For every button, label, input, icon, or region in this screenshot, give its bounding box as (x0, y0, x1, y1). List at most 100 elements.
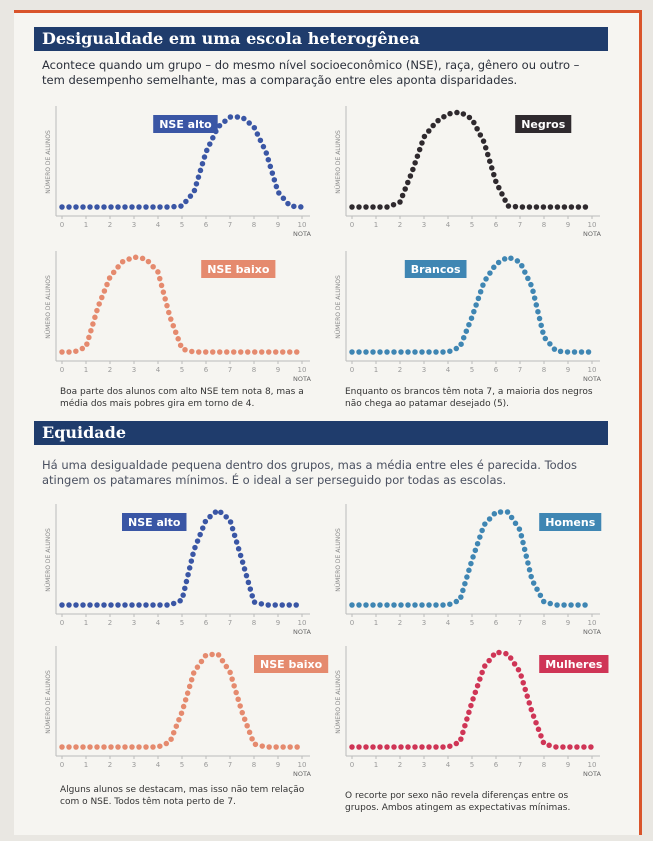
x-tick-label: 1 (374, 366, 378, 374)
x-tick-label: 1 (374, 619, 378, 627)
x-tick-label: 4 (156, 221, 161, 229)
x-axis-label: NOTA (583, 375, 601, 383)
x-tick-label: 7 (518, 619, 522, 627)
x-tick-label: 10 (298, 761, 307, 769)
x-tick-label: 2 (108, 221, 112, 229)
x-tick-label: 0 (350, 366, 354, 374)
x-tick-label: 5 (180, 761, 184, 769)
y-axis-label: NÚMERO DE ALUNOS (45, 670, 52, 734)
x-tick-label: 1 (374, 761, 378, 769)
x-tick-label: 10 (588, 366, 597, 374)
series-label: Homens (545, 516, 596, 529)
x-tick-label: 1 (84, 366, 88, 374)
y-axis-label: NÚMERO DE ALUNOS (45, 528, 52, 592)
x-tick-label: 6 (204, 221, 209, 229)
x-tick-label: 9 (276, 619, 280, 627)
x-tick-label: 3 (422, 366, 426, 374)
x-tick-label: 4 (156, 619, 161, 627)
x-tick-label: 4 (156, 761, 161, 769)
x-tick-label: 5 (470, 366, 474, 374)
x-tick-label: 2 (398, 761, 402, 769)
x-tick-label: 9 (276, 221, 280, 229)
x-tick-label: 4 (446, 761, 451, 769)
caption: O recorte por sexo não revela diferenças… (345, 790, 595, 814)
x-axis-label: NOTA (293, 628, 311, 636)
x-tick-label: 8 (542, 221, 546, 229)
x-tick-label: 9 (276, 761, 280, 769)
x-tick-label: 2 (108, 619, 112, 627)
x-tick-label: 3 (132, 619, 136, 627)
x-tick-label: 2 (108, 761, 112, 769)
y-axis-label: NÚMERO DE ALUNOS (45, 130, 52, 194)
x-tick-label: 0 (60, 366, 64, 374)
x-tick-label: 8 (542, 619, 546, 627)
x-axis-label: NOTA (293, 770, 311, 778)
series-label: NSE alto (128, 516, 181, 529)
x-axis-label: NOTA (293, 375, 311, 383)
section-title: Desigualdade em uma escola heterogênea (34, 27, 608, 51)
section-intro: Há uma desigualdade pequena dentro dos g… (42, 458, 602, 488)
x-tick-label: 10 (298, 366, 307, 374)
x-tick-label: 8 (252, 619, 256, 627)
x-axis-label: NOTA (293, 230, 311, 238)
x-tick-label: 8 (252, 761, 256, 769)
x-tick-label: 10 (588, 761, 597, 769)
caption: Alguns alunos se destacam, mas isso não … (60, 784, 310, 808)
x-tick-label: 2 (108, 366, 112, 374)
series-label: Negros (521, 118, 566, 131)
series-label: NSE alto (159, 118, 212, 131)
x-tick-label: 5 (180, 221, 184, 229)
x-tick-label: 9 (566, 221, 570, 229)
x-tick-label: 7 (228, 619, 232, 627)
x-tick-label: 7 (518, 761, 522, 769)
y-axis-label: NÚMERO DE ALUNOS (335, 528, 342, 592)
x-tick-label: 3 (132, 221, 136, 229)
x-tick-label: 9 (566, 761, 570, 769)
x-tick-label: 0 (60, 619, 64, 627)
y-axis-label: NÚMERO DE ALUNOS (335, 275, 342, 339)
x-tick-label: 5 (470, 619, 474, 627)
x-tick-label: 9 (276, 366, 280, 374)
x-tick-label: 6 (204, 366, 209, 374)
x-tick-label: 5 (180, 619, 184, 627)
x-tick-label: 8 (542, 761, 546, 769)
x-tick-label: 2 (398, 221, 402, 229)
x-tick-label: 2 (398, 366, 402, 374)
x-tick-label: 3 (422, 761, 426, 769)
x-tick-label: 8 (542, 366, 546, 374)
series-label: NSE baixo (207, 263, 270, 276)
x-tick-label: 1 (84, 619, 88, 627)
x-tick-label: 7 (518, 366, 522, 374)
x-tick-label: 0 (60, 761, 64, 769)
x-tick-label: 4 (446, 221, 451, 229)
x-tick-label: 6 (494, 221, 499, 229)
x-tick-label: 1 (374, 221, 378, 229)
section-intro: Acontece quando um grupo – do mesmo níve… (42, 58, 602, 88)
x-tick-label: 4 (446, 366, 451, 374)
x-tick-label: 10 (298, 619, 307, 627)
x-tick-label: 0 (60, 221, 64, 229)
x-tick-label: 7 (228, 761, 232, 769)
x-tick-label: 3 (132, 761, 136, 769)
x-tick-label: 3 (132, 366, 136, 374)
x-tick-label: 10 (298, 221, 307, 229)
y-axis-label: NÚMERO DE ALUNOS (45, 275, 52, 339)
x-tick-label: 9 (566, 619, 570, 627)
caption: Boa parte dos alunos com alto NSE tem no… (60, 386, 310, 410)
x-axis-label: NOTA (583, 230, 601, 238)
series-label: NSE baixo (260, 658, 323, 671)
series-label: Mulheres (545, 658, 603, 671)
x-tick-label: 6 (204, 761, 209, 769)
x-tick-label: 7 (228, 221, 232, 229)
x-axis-label: NOTA (583, 770, 601, 778)
x-tick-label: 5 (180, 366, 184, 374)
x-tick-label: 6 (494, 619, 499, 627)
caption: Enquanto os brancos têm nota 7, a maiori… (345, 386, 595, 410)
